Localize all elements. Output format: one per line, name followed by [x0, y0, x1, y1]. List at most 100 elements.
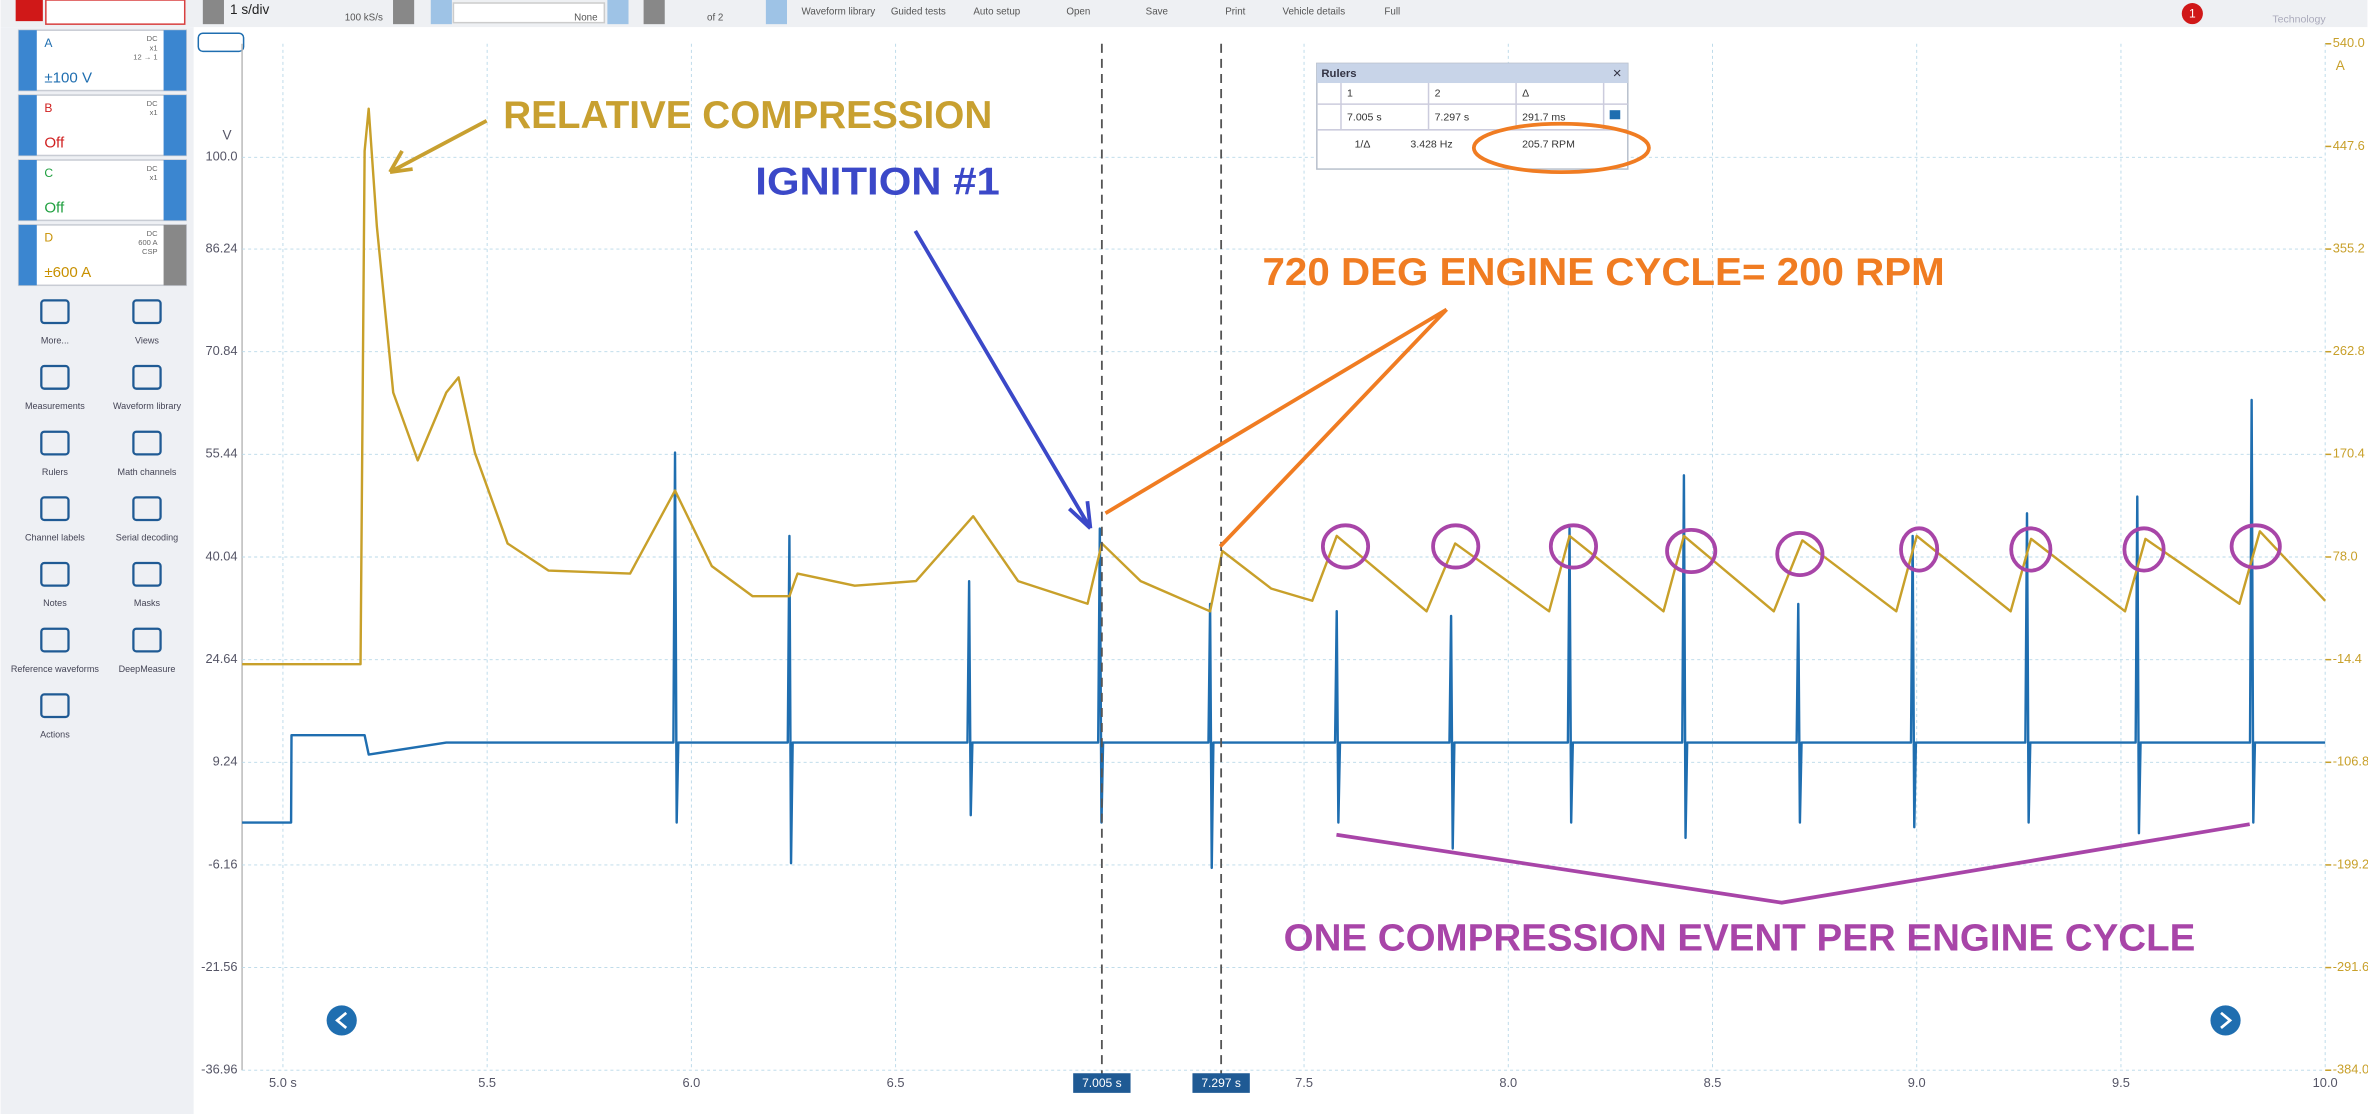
annotation: 720 DEG ENGINE CYCLE= 200 RPM	[1262, 250, 1944, 294]
stop-button[interactable]	[15, 0, 43, 22]
close-button[interactable]: ×	[1613, 65, 1622, 82]
tb-button[interactable]	[643, 0, 665, 25]
x-tick-label: 8.0	[1499, 1075, 1517, 1090]
channel-card[interactable]	[17, 94, 187, 157]
channel-plus[interactable]	[163, 224, 187, 286]
y-tick-label: -36.96	[201, 1062, 237, 1077]
tool-icon[interactable]	[132, 364, 162, 390]
tool-label[interactable]: Channel labels	[25, 533, 85, 543]
brand: Technology	[2272, 13, 2326, 25]
tool-icon[interactable]	[132, 561, 162, 587]
tool-icon[interactable]	[132, 627, 162, 653]
channel-minus[interactable]	[18, 30, 37, 91]
tool-label[interactable]: More...	[41, 336, 69, 346]
notification-badge[interactable]	[2181, 3, 2203, 25]
tool-label[interactable]: Masks	[134, 598, 161, 608]
tool-label[interactable]: Waveform library	[113, 401, 182, 411]
y2-tick-label: -106.8	[2333, 754, 2368, 769]
plot: -36.96 -21.56 -6.16 9.24 24.64 40.04 55.44 70.8…	[201, 35, 2368, 1093]
buffer[interactable]: of 2	[707, 13, 723, 24]
tool-label[interactable]: Measurements	[25, 401, 85, 411]
timebase[interactable]: 1 s/div	[230, 2, 269, 17]
tool-icon[interactable]	[40, 496, 70, 522]
cell: 7.297 s	[1435, 112, 1470, 124]
ruler-label: 7.005 s	[1082, 1076, 1122, 1090]
tool-icon[interactable]	[40, 364, 70, 390]
tool-label[interactable]: Views	[135, 336, 159, 346]
ruler-tag[interactable]	[1192, 1073, 1250, 1093]
trigger[interactable]: None	[574, 13, 598, 24]
tb-button[interactable]	[393, 0, 415, 25]
tool-label[interactable]: Rulers	[42, 467, 69, 477]
scroll-right-icon	[2220, 1011, 2233, 1030]
event-circles	[1320, 523, 2282, 578]
toolbar-item[interactable]: Auto setup	[973, 7, 1020, 18]
trigger-box[interactable]	[452, 2, 606, 24]
y-tick-label: 86.24	[205, 240, 237, 255]
window-title-bar	[1316, 63, 1628, 84]
y2-tick-label: 447.6	[2333, 138, 2365, 153]
y-tick-label: -21.56	[201, 959, 237, 974]
tool-icon[interactable]	[40, 299, 70, 325]
toolbar-item[interactable]: Print	[1225, 7, 1245, 18]
tool-icon[interactable]	[40, 430, 70, 456]
tool-icon[interactable]	[132, 496, 162, 522]
tb-button[interactable]	[765, 0, 788, 25]
y-tick-label: 9.24	[213, 754, 238, 769]
channel-extra: 12 → 1	[133, 52, 157, 61]
channel-minus[interactable]	[18, 95, 37, 156]
annotation: IGNITION #1	[755, 160, 1000, 204]
y-tick-label: 70.84	[205, 343, 237, 358]
y-tick-label: -6.16	[208, 856, 237, 871]
toolbar-item[interactable]: Vehicle details	[1282, 7, 1345, 18]
y-tick-label: 55.44	[205, 446, 237, 461]
y-tick-label: 24.64	[205, 651, 237, 666]
arrow	[1336, 822, 2251, 905]
lock-icon[interactable]	[1609, 110, 1621, 120]
channel-plus[interactable]	[163, 30, 187, 91]
search-box[interactable]	[45, 0, 186, 25]
annotation: ONE COMPRESSION EVENT PER ENGINE CYCLE	[1284, 916, 2196, 958]
toolbar-item[interactable]: Waveform library	[801, 7, 875, 18]
sample-rate[interactable]: 100 kS/s	[345, 13, 383, 24]
tool-icon[interactable]	[40, 693, 70, 719]
toolbar-item[interactable]: Guided tests	[891, 7, 946, 18]
cell: 205.7 RPM	[1522, 139, 1575, 151]
scroll-right[interactable]	[2210, 1005, 2241, 1036]
tb-button[interactable]	[430, 0, 452, 25]
channel-coupling: DC	[147, 34, 158, 43]
y-tick-label: 40.04	[205, 548, 237, 563]
arrow	[1104, 307, 1449, 548]
tool-icon[interactable]	[132, 299, 162, 325]
tb-button[interactable]	[607, 0, 629, 25]
tool-icon[interactable]	[132, 430, 162, 456]
toolbar-item[interactable]: Save	[1146, 7, 1169, 18]
scroll-left[interactable]	[326, 1005, 357, 1036]
ruler-tag[interactable]	[1073, 1073, 1131, 1093]
channel-card[interactable]	[17, 224, 187, 287]
tool-label[interactable]: Reference waveforms	[11, 664, 99, 674]
tool-icon[interactable]	[40, 627, 70, 653]
tool-label[interactable]: Serial decoding	[116, 533, 178, 543]
channel-minus[interactable]	[18, 224, 37, 286]
zoom-box[interactable]	[197, 32, 245, 53]
toolbar-item[interactable]: Full	[1384, 7, 1400, 18]
channel-probe: x1	[150, 43, 158, 52]
tool-label[interactable]: Math channels	[118, 467, 177, 477]
channel-plus[interactable]	[163, 95, 187, 156]
tool-label[interactable]: DeepMeasure	[119, 664, 176, 674]
toolbar-item[interactable]: Open	[1066, 7, 1090, 18]
rulers-window[interactable]: Rulers × 1 2 Δ 7.005 s 7.297 s 291.7 ms …	[1316, 62, 1651, 174]
tool-label[interactable]: Actions	[40, 730, 70, 740]
scroll-left-icon	[335, 1011, 348, 1030]
tb-button[interactable]	[202, 0, 224, 25]
x-tick-label: 8.5	[1704, 1075, 1722, 1090]
y2-tick-label: -199.2	[2333, 856, 2368, 871]
x-tick-label: 6.5	[887, 1075, 905, 1090]
channel-plus[interactable]	[163, 160, 187, 221]
tool-label[interactable]: Notes	[43, 598, 67, 608]
x-tick-label: 10.0	[2313, 1075, 2338, 1090]
tool-icon[interactable]	[40, 561, 70, 587]
channel-minus[interactable]	[18, 160, 37, 221]
